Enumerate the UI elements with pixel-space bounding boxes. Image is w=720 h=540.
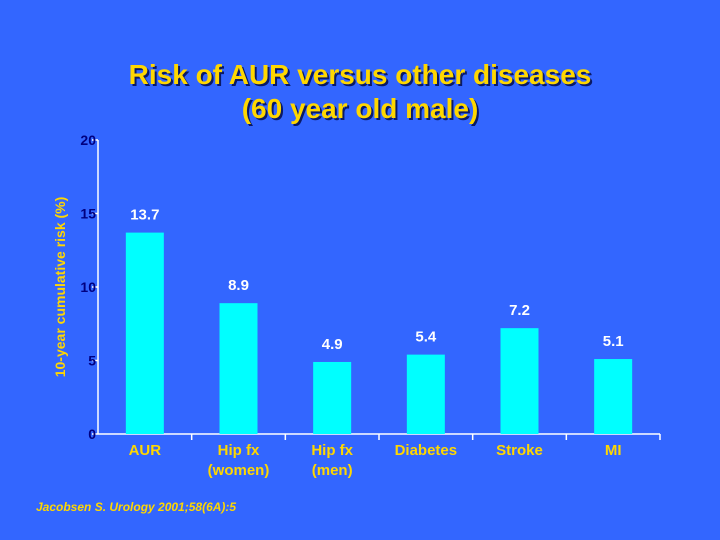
chart-title: Risk of AUR versus other diseases (60 ye… [0, 58, 720, 126]
x-category-label: AUR [129, 442, 162, 459]
bar-value-label: 7.2 [509, 302, 530, 319]
y-axis-label: 10-year cumulative risk (%) [52, 197, 68, 378]
source-citation: Jacobsen S. Urology 2001;58(6A):5 [36, 500, 237, 514]
y-tick-label: 10 [80, 279, 96, 295]
y-tick-label: 15 [80, 206, 96, 222]
bar-value-label: 5.4 [415, 329, 437, 346]
chart-title-line-1: Risk of AUR versus other diseases [128, 59, 592, 90]
chart-title-line-2: (60 year old male) [241, 93, 479, 124]
bar-value-label: 4.9 [322, 336, 343, 353]
x-category-label: (women) [208, 462, 270, 479]
y-tick-label: 5 [88, 353, 96, 369]
bar-value-label: 5.1 [603, 333, 624, 350]
x-category-label: Stroke [496, 442, 543, 459]
x-category-label: MI [605, 442, 622, 459]
bar [219, 303, 258, 434]
bar [125, 232, 164, 434]
y-tick-label: 20 [80, 132, 96, 148]
x-category-label: Hip fx [218, 442, 260, 459]
y-tick-label: 0 [88, 426, 96, 442]
bar-value-label: 8.9 [228, 277, 249, 294]
bar [406, 354, 445, 434]
bar-value-label: 13.7 [130, 207, 159, 224]
x-category-label: Diabetes [395, 442, 458, 459]
bar [500, 328, 539, 434]
x-category-label: (men) [312, 462, 353, 479]
x-category-label: Hip fx [311, 442, 353, 459]
bar [313, 361, 352, 434]
bar [594, 359, 633, 434]
